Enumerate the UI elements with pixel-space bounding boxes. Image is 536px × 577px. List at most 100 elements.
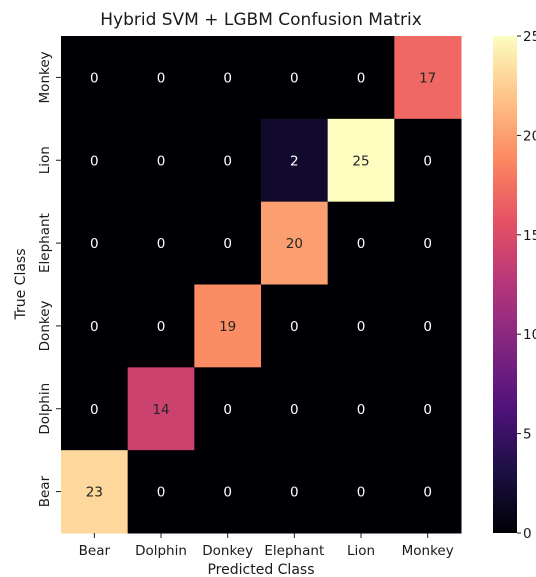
heatmap-cell-label: 14 <box>152 402 169 418</box>
heatmap-cell-labels: 0 0 0 0 0 17 0 0 0 2 25 0 0 0 0 20 0 0 0 0 19 0 0 0 0 14 0 0 0 0 23 0 0 0… <box>86 70 437 500</box>
heatmap-cell-label: 0 <box>157 319 166 335</box>
heatmap-cell <box>261 284 329 368</box>
heatmap-cell <box>327 450 395 534</box>
x-tick-label: Elephant <box>264 543 324 559</box>
heatmap-cell <box>394 450 462 534</box>
heatmap-cell <box>127 201 195 285</box>
chart-title: Hybrid SVM + LGBM Confusion Matrix <box>100 10 422 30</box>
heatmap-cell <box>194 36 262 120</box>
heatmap-cells <box>61 36 462 534</box>
heatmap-cell <box>327 367 395 451</box>
x-tick-label: Donkey <box>202 543 253 559</box>
heatmap-cell-label: 0 <box>90 236 99 252</box>
y-tick-label: Lion <box>37 146 53 174</box>
heatmap-cell <box>61 201 129 285</box>
heatmap-cell-label: 17 <box>419 70 436 86</box>
colorbar-tick-label: 15 <box>523 228 536 244</box>
y-tick-label: Elephant <box>37 213 53 273</box>
x-axis-ticks: Bear Dolphin Donkey Elephant Lion Monkey <box>79 533 454 559</box>
heatmap-cell <box>61 118 129 203</box>
heatmap-cell <box>394 118 462 203</box>
heatmap-cell <box>394 367 462 451</box>
x-tick-label: Bear <box>79 543 111 559</box>
heatmap-cell <box>261 450 329 534</box>
heatmap-cell-label: 0 <box>223 485 232 501</box>
heatmap-cell-label: 0 <box>90 402 99 418</box>
heatmap-cell-label: 0 <box>357 485 366 501</box>
heatmap-cell <box>194 450 262 534</box>
heatmap-cell-label: 0 <box>423 402 432 418</box>
heatmap-cell-label: 0 <box>423 319 432 335</box>
heatmap-cell-label: 0 <box>157 70 166 86</box>
y-tick-label: Bear <box>37 475 53 507</box>
heatmap-cell <box>394 36 462 120</box>
heatmap-cell <box>327 36 395 120</box>
heatmap-cell <box>61 450 129 534</box>
y-tick-label: Dolphin <box>37 383 53 435</box>
colorbar-ticks: 0 5 10 15 20 25 <box>517 29 536 542</box>
heatmap-cell <box>327 118 395 203</box>
heatmap-cell-label: 20 <box>286 236 303 252</box>
heatmap-cell-label: 0 <box>223 236 232 252</box>
heatmap-cell <box>394 201 462 285</box>
heatmap-cell <box>127 36 195 120</box>
colorbar <box>493 36 517 533</box>
heatmap-cell <box>127 284 195 368</box>
heatmap-cell-label: 0 <box>357 236 366 252</box>
heatmap-cell-label: 0 <box>90 70 99 86</box>
heatmap-cell-label: 0 <box>90 319 99 335</box>
heatmap-cell-label: 0 <box>357 402 366 418</box>
heatmap-cell-label: 0 <box>423 236 432 252</box>
colorbar-tick-label: 0 <box>523 526 532 542</box>
heatmap-cell <box>327 201 395 285</box>
heatmap-cell-label: 0 <box>290 70 299 86</box>
heatmap-cell <box>61 367 129 451</box>
heatmap-cell-label: 0 <box>223 153 232 169</box>
heatmap-cell <box>127 367 195 451</box>
heatmap-cell-label: 23 <box>86 485 103 501</box>
y-axis-label: True Class <box>13 248 29 320</box>
colorbar-tick-label: 20 <box>523 128 536 144</box>
colorbar-tick-label: 10 <box>523 327 536 343</box>
heatmap-cell <box>61 284 129 368</box>
heatmap-cell <box>127 118 195 203</box>
x-axis-label: Predicted Class <box>207 562 314 577</box>
heatmap-cell <box>61 36 129 120</box>
heatmap-cell <box>127 450 195 534</box>
heatmap-cell-label: 19 <box>219 319 236 335</box>
heatmap-cell-label: 2 <box>290 153 299 169</box>
heatmap-cell <box>261 118 329 203</box>
heatmap-cell-label: 0 <box>157 485 166 501</box>
heatmap-cell <box>261 367 329 451</box>
heatmap-cell-label: 0 <box>423 485 432 501</box>
heatmap-cell <box>394 284 462 368</box>
heatmap-cell-label: 0 <box>357 319 366 335</box>
x-tick-label: Monkey <box>402 543 454 559</box>
heatmap-cell-label: 25 <box>352 153 369 169</box>
heatmap-cell <box>194 201 262 285</box>
heatmap-cell <box>261 36 329 120</box>
colorbar-tick-label: 25 <box>523 29 536 45</box>
heatmap-cell-label: 0 <box>290 485 299 501</box>
heatmap-cell-label: 0 <box>157 236 166 252</box>
heatmap-cell-label: 0 <box>290 319 299 335</box>
heatmap-cell-label: 0 <box>223 402 232 418</box>
heatmap-cell <box>194 118 262 203</box>
heatmap-cell <box>194 367 262 451</box>
x-tick-label: Lion <box>347 543 375 559</box>
y-tick-label: Monkey <box>37 51 53 103</box>
heatmap-cell-label: 0 <box>90 153 99 169</box>
heatmap-cell <box>194 284 262 368</box>
y-axis-ticks: Monkey Lion Elephant Donkey Dolphin Bear <box>37 51 61 507</box>
x-tick-label: Dolphin <box>135 543 187 559</box>
heatmap-cell-label: 0 <box>357 70 366 86</box>
heatmap-cell-label: 0 <box>223 70 232 86</box>
heatmap-cell <box>261 201 329 285</box>
heatmap-cell-label: 0 <box>423 153 432 169</box>
heatmap-cell <box>327 284 395 368</box>
heatmap-cell-label: 0 <box>290 402 299 418</box>
colorbar-tick-label: 5 <box>523 427 532 443</box>
heatmap-cell-label: 0 <box>157 153 166 169</box>
y-tick-label: Donkey <box>37 300 53 351</box>
